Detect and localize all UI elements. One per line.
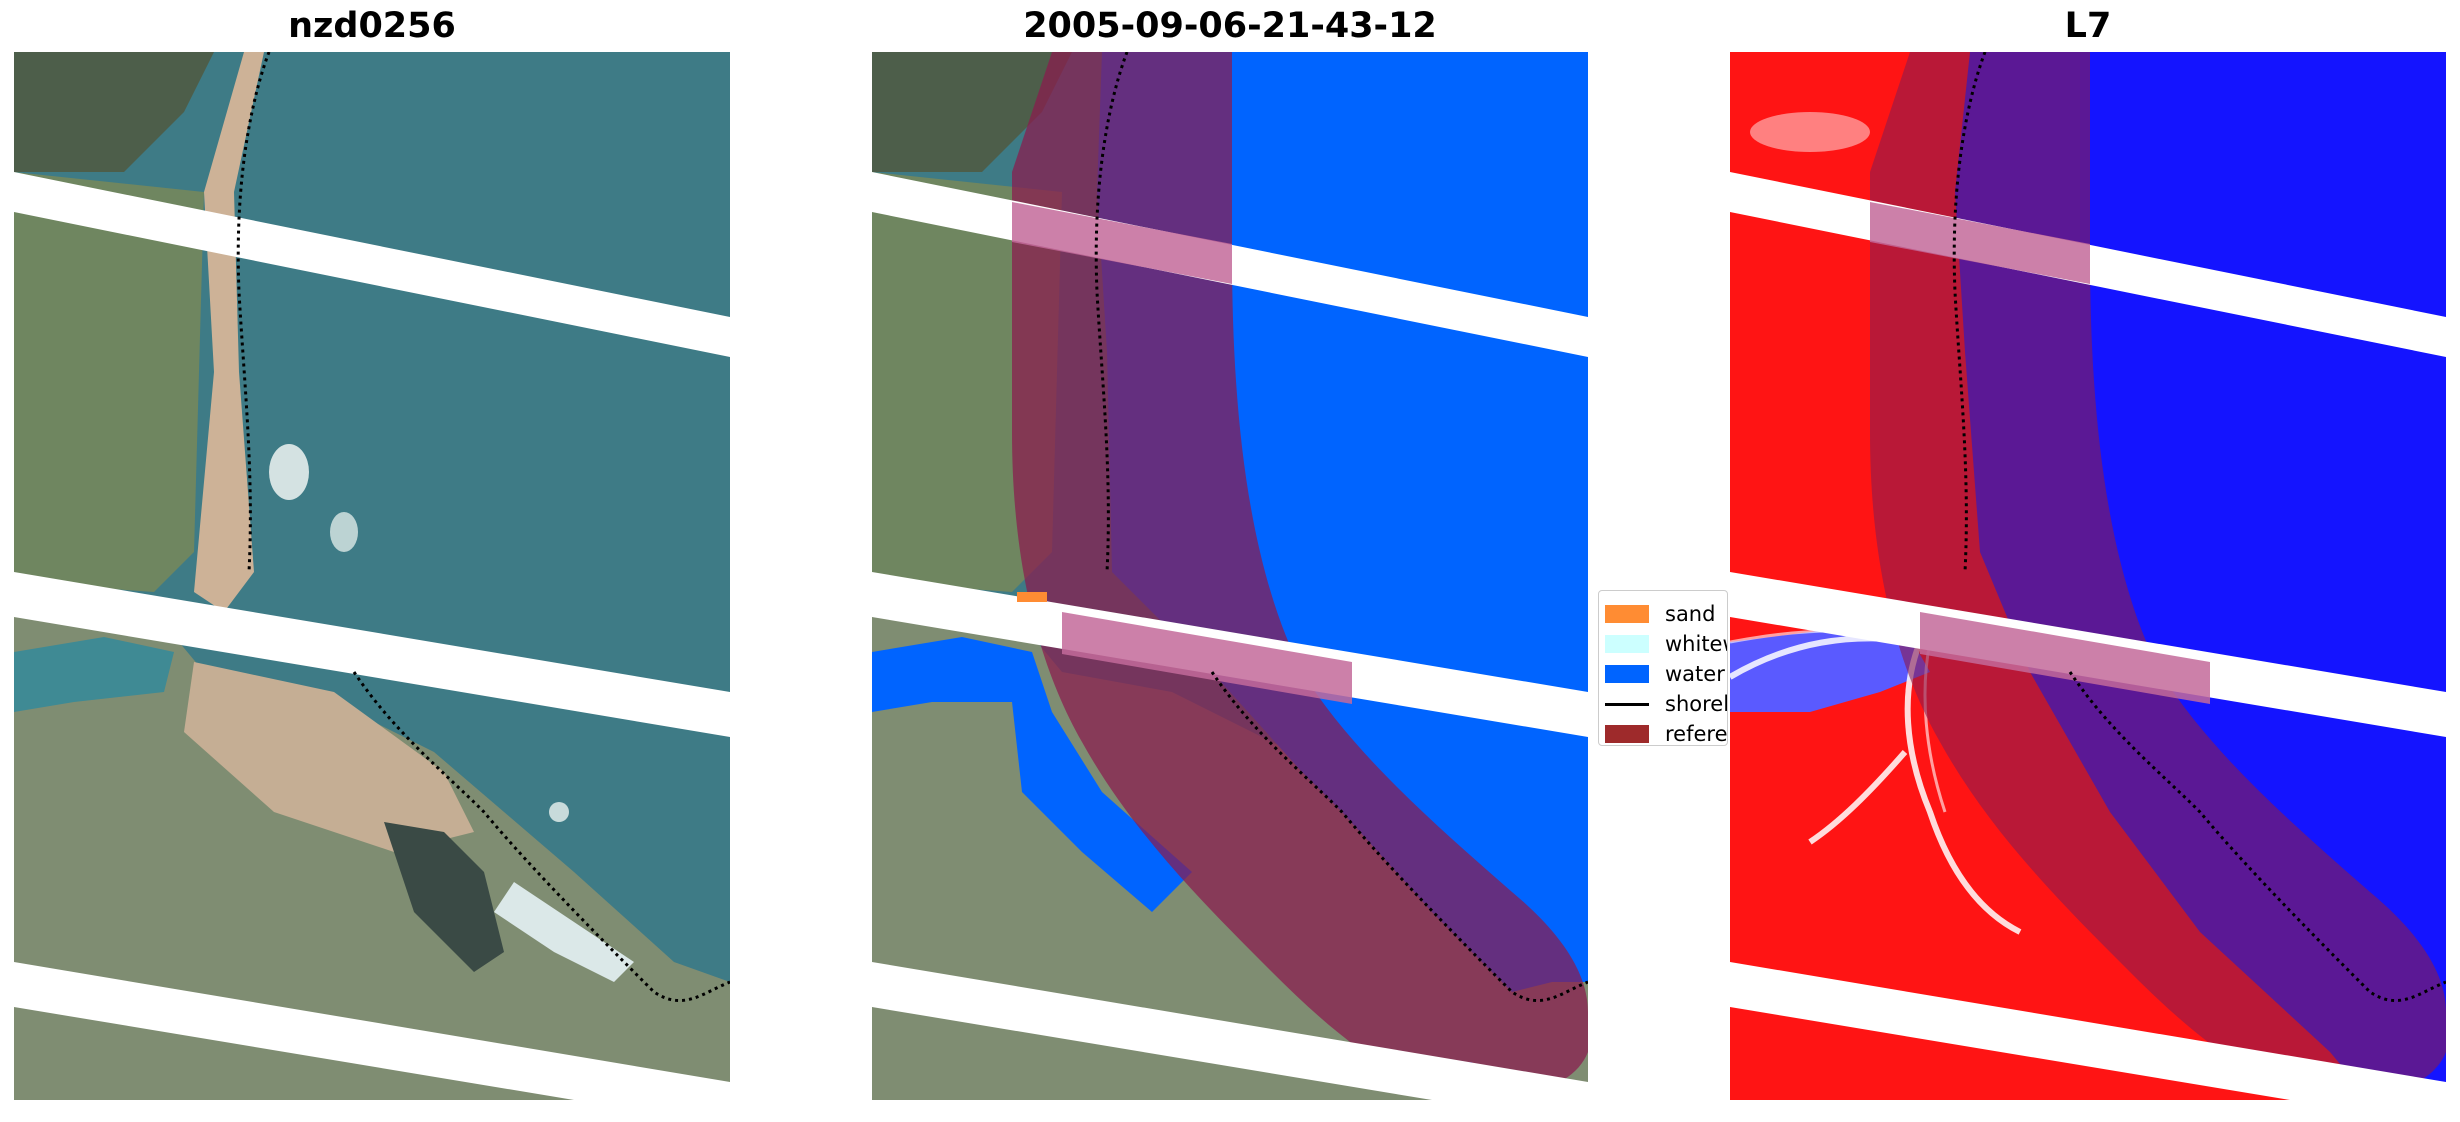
panel-title-rgb: nzd0256 — [288, 6, 456, 46]
panel-title-index: L7 — [2064, 6, 2112, 46]
index-panel — [1730, 52, 2446, 1100]
legend-label-reference: reference — [1665, 722, 1728, 746]
legend-label-water: water — [1665, 662, 1725, 686]
panel-title-classification: 2005-09-06-21-43-12 — [1023, 6, 1437, 46]
water-swatch — [1605, 665, 1649, 683]
classification-image — [872, 52, 1588, 1100]
reference-swatch — [1605, 725, 1649, 743]
legend-item-sand: sand — [1605, 599, 1727, 629]
classification-panel — [872, 52, 1588, 1100]
legend-item-shoreline: shoreline — [1605, 689, 1727, 719]
legend-item-reference: reference — [1605, 719, 1728, 746]
whitewater-swatch — [1605, 635, 1649, 653]
legend-label-sand: sand — [1665, 602, 1716, 626]
rgb-image — [14, 52, 730, 1100]
legend-item-water: water — [1605, 659, 1727, 689]
shoreline-swatch — [1605, 702, 1649, 706]
rgb-image-panel — [14, 52, 730, 1100]
index-image — [1730, 52, 2446, 1100]
legend-label-shoreline: shoreline — [1665, 692, 1728, 716]
sand-swatch — [1605, 605, 1649, 623]
